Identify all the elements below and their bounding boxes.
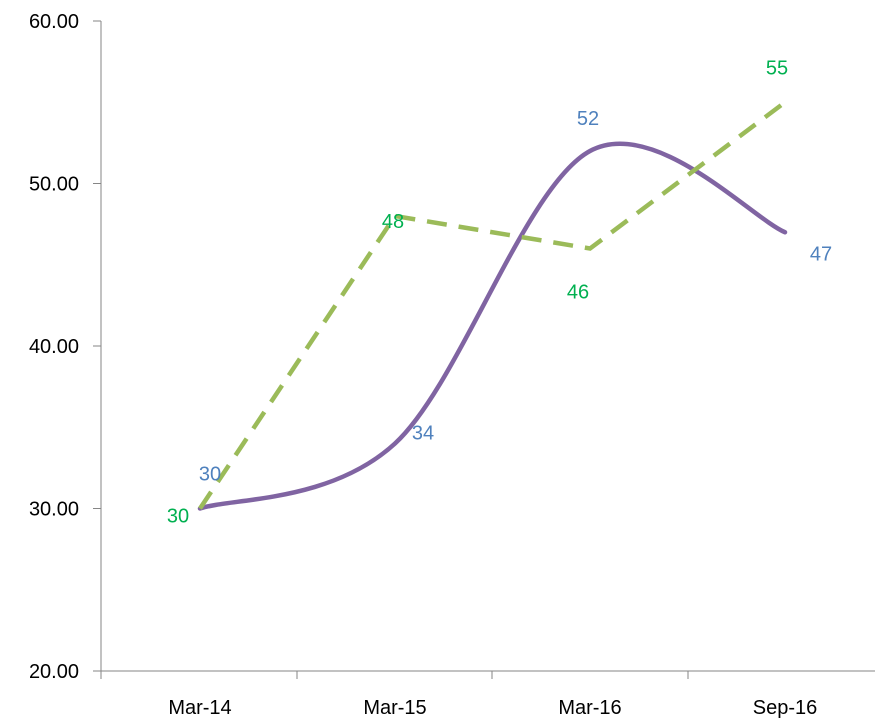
series-line-2 — [198, 100, 787, 510]
x-tick-label: Mar-15 — [363, 697, 426, 719]
data-label-series-2: 30 — [167, 506, 189, 528]
data-label-series-2: 46 — [567, 282, 589, 304]
y-tick-label: 20.00 — [29, 661, 79, 683]
data-label-series-1: 47 — [810, 243, 832, 265]
x-tick-label: Mar-14 — [168, 697, 231, 719]
data-label-series-1: 30 — [199, 464, 221, 486]
y-tick-label: 40.00 — [29, 336, 79, 358]
x-tick-label: Sep-16 — [753, 697, 818, 719]
x-tick-label: Mar-16 — [558, 697, 621, 719]
data-labels-layer: 30 34 52 47 30 48 46 55 — [167, 57, 832, 527]
data-label-series-2: 48 — [382, 211, 404, 233]
y-tick-label: 30.00 — [29, 499, 79, 521]
y-tick-label: 60.00 — [29, 11, 79, 33]
data-label-series-1: 34 — [412, 423, 434, 445]
data-label-series-1: 52 — [577, 108, 599, 130]
series-line-1 — [197, 141, 788, 511]
chart-axes: 20.00 30.00 40.00 50.00 60.00 Mar-14 Mar-15 Mar… — [29, 11, 875, 719]
series-layer — [197, 100, 788, 511]
y-tick-label: 50.00 — [29, 174, 79, 196]
data-label-series-2: 55 — [766, 57, 788, 79]
